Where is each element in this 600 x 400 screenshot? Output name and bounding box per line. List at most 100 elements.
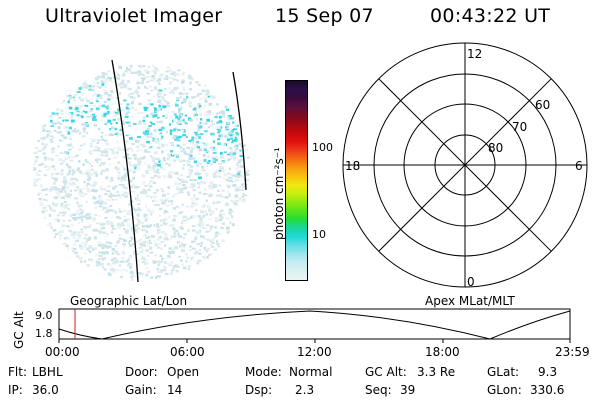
image-pixel [219,151,223,155]
image-pixel [109,193,113,196]
image-pixel [175,158,180,161]
image-pixel [208,209,212,213]
image-pixel [219,232,222,236]
image-pixel [91,188,94,192]
image-pixel [241,184,244,186]
image-pixel [234,124,237,127]
image-pixel [179,110,182,113]
image-pixel [129,244,133,247]
image-pixel [175,103,179,107]
image-pixel [95,98,98,101]
image-pixel [97,230,102,233]
image-pixel [166,153,171,156]
image-pixel [191,136,195,140]
image-pixel [201,122,205,124]
image-pixel [116,84,120,86]
image-pixel [60,112,64,116]
image-pixel [113,156,117,159]
image-pixel [170,144,175,147]
image-pixel [219,194,222,197]
status-glon-key: GLon: [487,383,522,397]
image-pixel [201,222,205,226]
image-pixel [85,240,88,243]
image-pixel [234,138,238,142]
image-pixel [193,137,197,140]
image-pixel [150,103,154,106]
image-pixel [73,232,77,236]
image-pixel [92,218,95,222]
image-pixel [63,177,67,180]
ytick-1.8: 1.8 [35,327,53,340]
image-pixel [110,177,114,180]
image-pixel [237,176,240,178]
image-pixel [171,110,175,113]
image-pixel [86,99,90,103]
image-pixel [179,96,182,99]
image-pixel [141,261,145,263]
image-pixel [39,201,44,205]
image-pixel [216,112,220,115]
image-pixel [162,175,167,178]
image-pixel [104,148,108,151]
image-pixel [104,139,108,143]
image-pixel [86,264,90,267]
image-pixel [100,162,105,166]
image-pixel [82,127,87,130]
image-pixel [165,272,169,276]
image-pixel [174,72,178,75]
image-pixel [134,166,137,170]
image-pixel [207,186,212,189]
image-pixel [240,165,245,168]
image-pixel [47,131,52,134]
image-pixel [188,216,192,220]
image-pixel [210,132,214,136]
image-pixel [205,213,208,216]
image-pixel [186,164,190,167]
image-pixel [73,99,76,102]
image-pixel [100,119,103,122]
status-door-value: Open [167,365,200,379]
image-pixel [183,164,186,167]
image-pixel [220,155,224,159]
image-pixel [238,159,241,162]
image-pixel [62,119,65,122]
image-pixel [64,190,67,193]
image-pixel [190,205,194,208]
image-pixel [161,144,165,147]
image-pixel [175,136,180,140]
image-pixel [96,242,100,244]
image-pixel [159,260,163,263]
lat-label-70: 70 [512,120,527,134]
image-pixel [178,235,182,238]
image-pixel [199,229,202,233]
image-pixel [129,136,133,140]
image-pixel [201,142,206,145]
image-pixel [173,113,177,116]
image-pixel [181,129,184,132]
image-pixel [45,169,50,171]
image-pixel [61,102,64,104]
image-pixel [197,215,201,218]
image-pixel [199,245,203,247]
image-pixel [181,249,185,253]
image-pixel [85,200,88,204]
image-pixel [60,205,65,208]
image-pixel [194,145,199,148]
image-pixel [114,166,118,170]
image-pixel [76,197,79,200]
image-pixel [127,134,130,136]
image-pixel [161,77,165,80]
image-pixel [135,186,140,189]
image-pixel [134,197,138,200]
image-pixel [184,122,188,125]
image-pixel [235,147,239,150]
image-pixel [149,132,152,136]
image-pixel [212,186,214,189]
image-pixel [171,92,175,95]
image-pixel [120,275,123,278]
image-pixel [37,178,41,181]
image-pixel [114,245,117,247]
image-pixel [74,155,77,158]
image-pixel [171,247,175,250]
image-pixel [92,116,96,119]
